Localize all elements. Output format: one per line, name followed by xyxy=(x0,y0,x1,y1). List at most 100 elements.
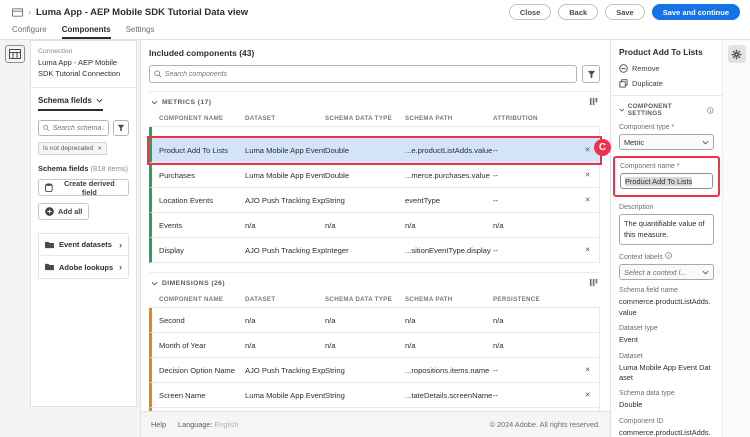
remove-row-icon[interactable]: ✕ xyxy=(584,147,591,154)
dimensions-section-header: DIMENSIONS (26) xyxy=(149,272,600,293)
table-row-screen-name[interactable]: Screen Name Luma Mobile App Event... Str… xyxy=(149,383,600,408)
components-search[interactable] xyxy=(149,65,577,83)
included-components-title: Included components (43) xyxy=(149,48,255,58)
metrics-table-header: COMPONENT NAME DATASET SCHEMA DATA TYPE … xyxy=(149,112,600,126)
dimensions-section-label: DIMENSIONS (26) xyxy=(162,280,226,287)
col-component-name: COMPONENT NAME xyxy=(159,115,224,122)
page-title: Luma App - AEP Mobile SDK Tutorial Data … xyxy=(36,6,249,18)
dimensions-section: DIMENSIONS (26) COMPONENT NAME DATASET S… xyxy=(149,272,600,411)
body: Connection Luma App - AEP Mobile SDK Tut… xyxy=(0,40,750,437)
table-row-second[interactable]: Second n/a n/a n/a n/a xyxy=(149,308,600,333)
schema-search[interactable] xyxy=(38,120,109,136)
schema-search-input[interactable] xyxy=(52,124,104,132)
dataset-type-label: Dataset type xyxy=(619,325,658,333)
components-search-input[interactable] xyxy=(164,70,572,78)
settings-gear-button[interactable] xyxy=(727,45,746,63)
schema-fields-dropdown[interactable]: Schema fields xyxy=(38,96,103,111)
component-name-input[interactable]: Product Add To Lists xyxy=(620,173,713,189)
component-id-value: commerce.productListAdds.value xyxy=(619,427,711,437)
folder-adobe-lookups[interactable]: Adobe lookups › xyxy=(39,256,128,278)
top-header: › Luma App - AEP Mobile SDK Tutorial Dat… xyxy=(0,0,750,24)
schema-data-type-cell: n/a xyxy=(325,315,336,325)
dataset-cell: Luma Mobile App Event... xyxy=(245,145,325,155)
included-components-panel: Included components (43) METRICS (17) xyxy=(140,40,610,437)
chevron-down-icon[interactable] xyxy=(151,100,158,105)
component-type-label: Component type * xyxy=(619,124,675,131)
duplicate-component-button[interactable]: Duplicate xyxy=(619,79,714,88)
save-and-continue-button[interactable]: Save and continue xyxy=(651,4,740,20)
column-settings-icon xyxy=(589,97,598,106)
chevron-right-icon: › xyxy=(119,239,122,250)
component-settings-header[interactable]: COMPONENT SETTINGS xyxy=(619,103,714,117)
component-title: Product Add To Lists xyxy=(619,47,703,57)
folder-event-datasets[interactable]: Event datasets › xyxy=(39,234,128,256)
dataset-cell: n/a xyxy=(245,315,256,325)
language-setting[interactable]: Language: English xyxy=(178,420,239,429)
table-row-decision-option-name[interactable]: Decision Option Name AJO Push Tracking E… xyxy=(149,358,600,383)
component-name-cell: Second xyxy=(159,315,185,325)
component-id-label: Component ID xyxy=(619,417,664,425)
schema-data-type-label: Schema data type xyxy=(619,390,675,398)
table-row-display[interactable]: Display AJO Push Tracking Expe... Intege… xyxy=(149,238,600,263)
dataset-cell: AJO Push Tracking Expe... xyxy=(245,245,325,255)
add-all-button[interactable]: Add all xyxy=(38,203,90,220)
data-table-view-button[interactable] xyxy=(5,45,25,63)
schema-path-cell: n/a xyxy=(405,220,416,230)
components-scroll-area[interactable]: Included components (43) METRICS (17) xyxy=(141,40,610,411)
components-filter-button[interactable] xyxy=(582,65,600,83)
chevron-down-icon[interactable] xyxy=(151,281,158,286)
database-icon xyxy=(45,183,53,192)
close-button[interactable]: Close xyxy=(508,4,552,20)
tab-components[interactable]: Components xyxy=(61,25,111,39)
schema-path-cell: ...sitionEventType.display xyxy=(405,245,491,255)
filter-icon xyxy=(117,124,125,132)
help-link[interactable]: Help xyxy=(151,420,167,429)
schema-data-type-cell: Integer xyxy=(325,245,349,255)
table-icon xyxy=(9,49,21,59)
tab-configure[interactable]: Configure xyxy=(12,25,47,34)
dimensions-column-settings-button[interactable] xyxy=(589,278,598,289)
remove-row-icon[interactable]: ✕ xyxy=(584,172,591,179)
persistence-cell: -- xyxy=(493,390,499,400)
description-label: Description xyxy=(619,204,654,211)
table-row-city[interactable]: City AJO Push Tracking Expe... String pl… xyxy=(149,408,600,411)
filter-chip-not-deprecated[interactable]: Is not deprecated ✕ xyxy=(38,142,108,155)
table-row-events[interactable]: Events n/a n/a n/a n/a xyxy=(149,213,600,238)
schema-data-type-cell: Double xyxy=(325,145,350,155)
description-textarea[interactable]: The quantifiable value of this measure. xyxy=(619,214,714,246)
chevron-down-icon xyxy=(619,108,625,112)
save-button[interactable]: Save xyxy=(605,4,645,20)
dataset-label: Dataset xyxy=(619,352,643,360)
remove-row-icon[interactable]: ✕ xyxy=(584,247,591,254)
chip-close-icon[interactable]: ✕ xyxy=(97,146,103,152)
table-row-product-add-to-lists[interactable]: Product Add To Lists Luma Mobile App Eve… xyxy=(147,136,602,165)
dataset-type-value: Event xyxy=(619,335,638,345)
sidebar-search-row xyxy=(38,120,129,136)
metrics-column-settings-button[interactable] xyxy=(589,97,598,108)
right-rail xyxy=(722,40,750,437)
table-row-purchases[interactable]: Purchases Luma Mobile App Event... Doubl… xyxy=(149,163,600,188)
footer: Help Language: English © 2024 Adobe. All… xyxy=(141,411,610,437)
table-row-location-events[interactable]: Location Events AJO Push Tracking Expe..… xyxy=(149,188,600,213)
dataset-cell: n/a xyxy=(245,220,256,230)
remove-row-icon[interactable]: ✕ xyxy=(584,197,591,204)
schema-filter-button[interactable] xyxy=(113,120,129,136)
remove-row-icon[interactable]: ✕ xyxy=(584,392,591,399)
copyright: © 2024 Adobe. All rights reserved. xyxy=(489,420,600,429)
remove-component-button[interactable]: Remove xyxy=(619,64,714,73)
tab-settings[interactable]: Settings xyxy=(125,25,155,34)
schema-data-type-cell: String xyxy=(325,390,345,400)
component-details-panel: Product Add To Lists Remove Duplicate CO… xyxy=(610,40,722,437)
col-dataset: DATASET xyxy=(245,296,276,303)
col-dataset: DATASET xyxy=(245,115,276,122)
col-schema-data-type: SCHEMA DATA TYPE xyxy=(325,296,393,303)
col-schema-path: SCHEMA PATH xyxy=(405,115,453,122)
remove-row-icon[interactable]: ✕ xyxy=(584,367,591,374)
back-button[interactable]: Back xyxy=(558,4,599,20)
create-derived-field-button[interactable]: Create derived field xyxy=(38,179,129,197)
component-type-select[interactable]: Metric xyxy=(619,134,714,150)
table-row-month-of-year[interactable]: Month of Year n/a n/a n/a n/a xyxy=(149,333,600,358)
context-labels-select[interactable]: Select a context l... xyxy=(619,264,714,281)
dataset-cell: AJO Push Tracking Expe... xyxy=(245,195,325,205)
